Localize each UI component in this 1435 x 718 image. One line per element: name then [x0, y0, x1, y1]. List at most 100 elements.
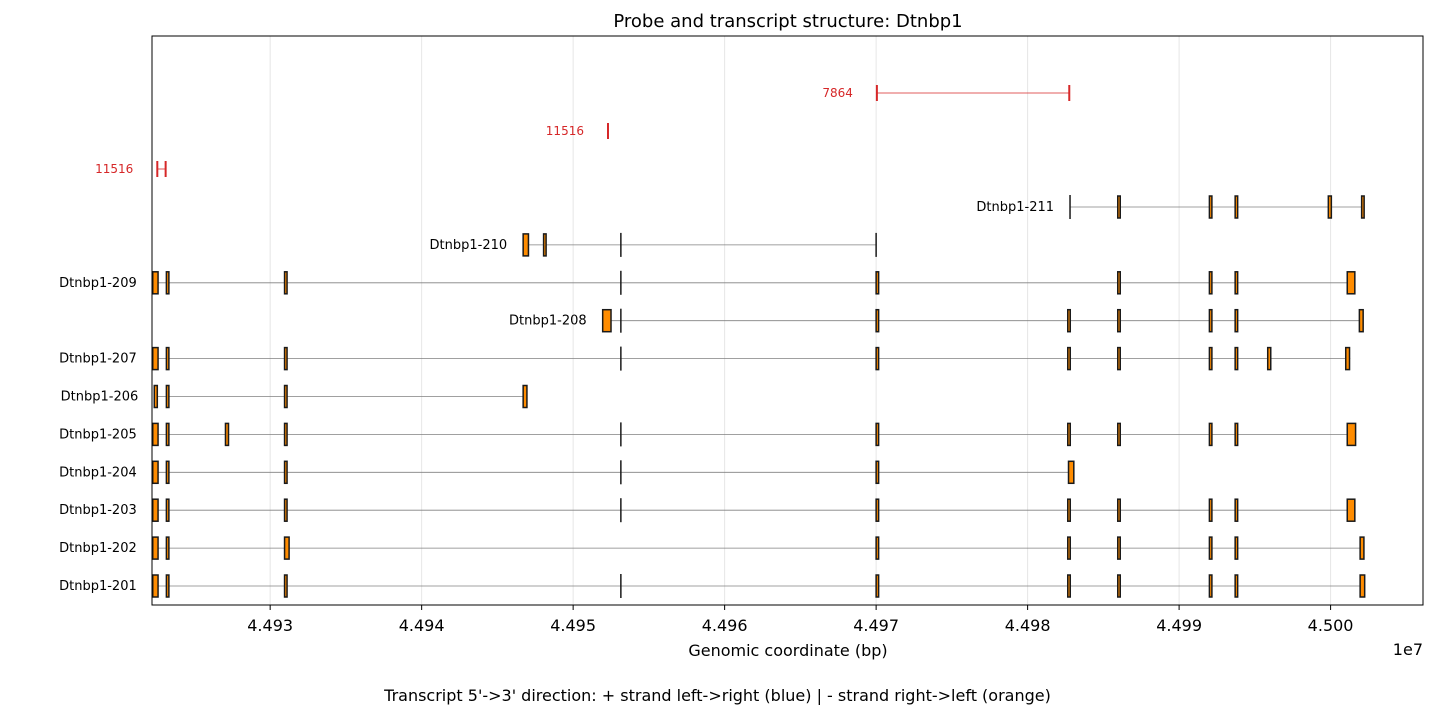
- exon-mark: [283, 384, 288, 409]
- transcript-row: Dtnbp1-205: [59, 422, 1357, 447]
- exon-mark: [1116, 422, 1121, 447]
- transcript-label: Dtnbp1-201: [59, 579, 137, 594]
- transcript-label: Dtnbp1-210: [430, 238, 508, 253]
- probe-label: 11516: [95, 162, 133, 176]
- exon-mark: [165, 460, 170, 485]
- exon-mark: [1116, 536, 1121, 560]
- exon-mark: [152, 346, 159, 371]
- exon-mark: [875, 574, 880, 598]
- exon-mark: [601, 308, 612, 333]
- exon-mark: [875, 346, 880, 371]
- exon-mark: [1266, 346, 1272, 371]
- transcript-label: Dtnbp1-208: [509, 314, 587, 329]
- transcript-row: Dtnbp1-201: [59, 574, 1366, 598]
- exon-mark: [1067, 346, 1072, 371]
- exon-mark: [152, 536, 159, 560]
- exon-mark: [1116, 195, 1121, 219]
- exon-mark: [165, 422, 170, 447]
- transcript-row: Dtnbp1-206: [61, 384, 528, 409]
- exon-mark: [1208, 422, 1213, 447]
- transcript-row: Dtnbp1-208: [509, 308, 1364, 333]
- exon-mark: [1358, 308, 1364, 333]
- exon-mark: [283, 460, 288, 485]
- exon-mark: [153, 384, 159, 409]
- exon-mark: [1116, 271, 1121, 295]
- exon-mark: [283, 271, 288, 295]
- exon-mark: [165, 574, 170, 598]
- exon-mark: [1116, 308, 1121, 333]
- exon-mark: [152, 460, 159, 485]
- exon-mark: [165, 536, 170, 560]
- plot-frame: [151, 35, 1424, 606]
- transcript-row: Dtnbp1-210: [430, 232, 877, 257]
- x-tick-label: 4.500: [1308, 616, 1354, 635]
- exon-mark: [1344, 346, 1351, 371]
- exon-mark: [1234, 346, 1239, 371]
- exon-mark: [1346, 271, 1356, 295]
- strand-caption: Transcript 5'->3' direction: + strand le…: [384, 686, 1051, 705]
- x-tick-label: 4.493: [247, 616, 293, 635]
- transcript-label: Dtnbp1-211: [976, 200, 1054, 215]
- transcript-row: Dtnbp1-207: [59, 346, 1351, 371]
- exon-mark: [1359, 574, 1366, 598]
- exon-mark: [152, 271, 159, 295]
- exon-mark: [283, 498, 288, 522]
- exon-mark: [1359, 536, 1365, 560]
- probe-label: 11516: [546, 124, 584, 138]
- exon-mark: [224, 422, 230, 447]
- exon-mark: [1208, 574, 1213, 598]
- exon-mark: [875, 422, 880, 447]
- exon-mark: [1116, 346, 1121, 371]
- exon-mark: [165, 498, 170, 522]
- transcript-label: Dtnbp1-202: [59, 541, 137, 556]
- transcript-row: Dtnbp1-203: [59, 498, 1356, 523]
- exon-mark: [1346, 498, 1356, 522]
- exon-mark: [1067, 498, 1072, 522]
- exon-mark: [283, 574, 288, 598]
- exon-mark: [875, 460, 880, 485]
- exon-mark: [875, 308, 880, 333]
- exon-mark: [1208, 346, 1213, 371]
- exon-mark: [152, 422, 159, 447]
- exon-mark: [1116, 574, 1121, 598]
- exon-mark: [1208, 271, 1213, 295]
- exon-mark: [1346, 422, 1357, 447]
- exon-mark: [165, 384, 170, 409]
- marks-layer: 7864 11516 11516 Dtnbp1-211 Dtnbp1-210 Dtnbp1…: [59, 85, 1366, 598]
- transcript-row: Dtnbp1-211: [976, 195, 1365, 219]
- transcript-row: Dtnbp1-209: [59, 270, 1356, 295]
- exon-mark: [522, 384, 528, 409]
- x-axis: 4.493 4.494 4.495 4.496 4.497 4.498 4.499 4.500: [247, 605, 1353, 635]
- transcript-label: Dtnbp1-204: [59, 465, 137, 480]
- exon-mark: [283, 346, 288, 371]
- x-axis-offset-label: 1e7: [1393, 640, 1423, 659]
- exon-mark: [542, 233, 547, 257]
- transcript-label: Dtnbp1-209: [59, 276, 137, 291]
- exon-mark: [1327, 195, 1333, 219]
- x-tick-label: 4.496: [702, 616, 748, 635]
- transcript-label: Dtnbp1-203: [59, 503, 137, 518]
- exon-mark: [152, 498, 159, 522]
- exon-mark: [283, 422, 288, 447]
- exon-mark: [875, 271, 880, 295]
- exon-mark: [1067, 574, 1072, 598]
- exon-mark: [1234, 195, 1239, 219]
- x-tick-label: 4.499: [1156, 616, 1202, 635]
- exon-mark: [522, 233, 530, 257]
- x-axis-label: Genomic coordinate (bp): [688, 641, 887, 660]
- probe-label: 7864: [822, 86, 853, 100]
- exon-mark: [1234, 422, 1239, 447]
- exon-mark: [1208, 308, 1213, 333]
- exon-mark: [1234, 536, 1239, 560]
- exon-mark: [1067, 460, 1075, 485]
- transcript-label: Dtnbp1-205: [59, 427, 137, 442]
- exon-mark: [875, 536, 880, 560]
- exon-mark: [1208, 498, 1213, 522]
- exon-mark: [1067, 536, 1072, 560]
- exon-mark: [875, 498, 880, 522]
- exon-mark: [1067, 308, 1072, 333]
- exon-mark: [1208, 536, 1213, 560]
- exon-mark: [152, 574, 159, 598]
- exon-mark: [1360, 195, 1365, 219]
